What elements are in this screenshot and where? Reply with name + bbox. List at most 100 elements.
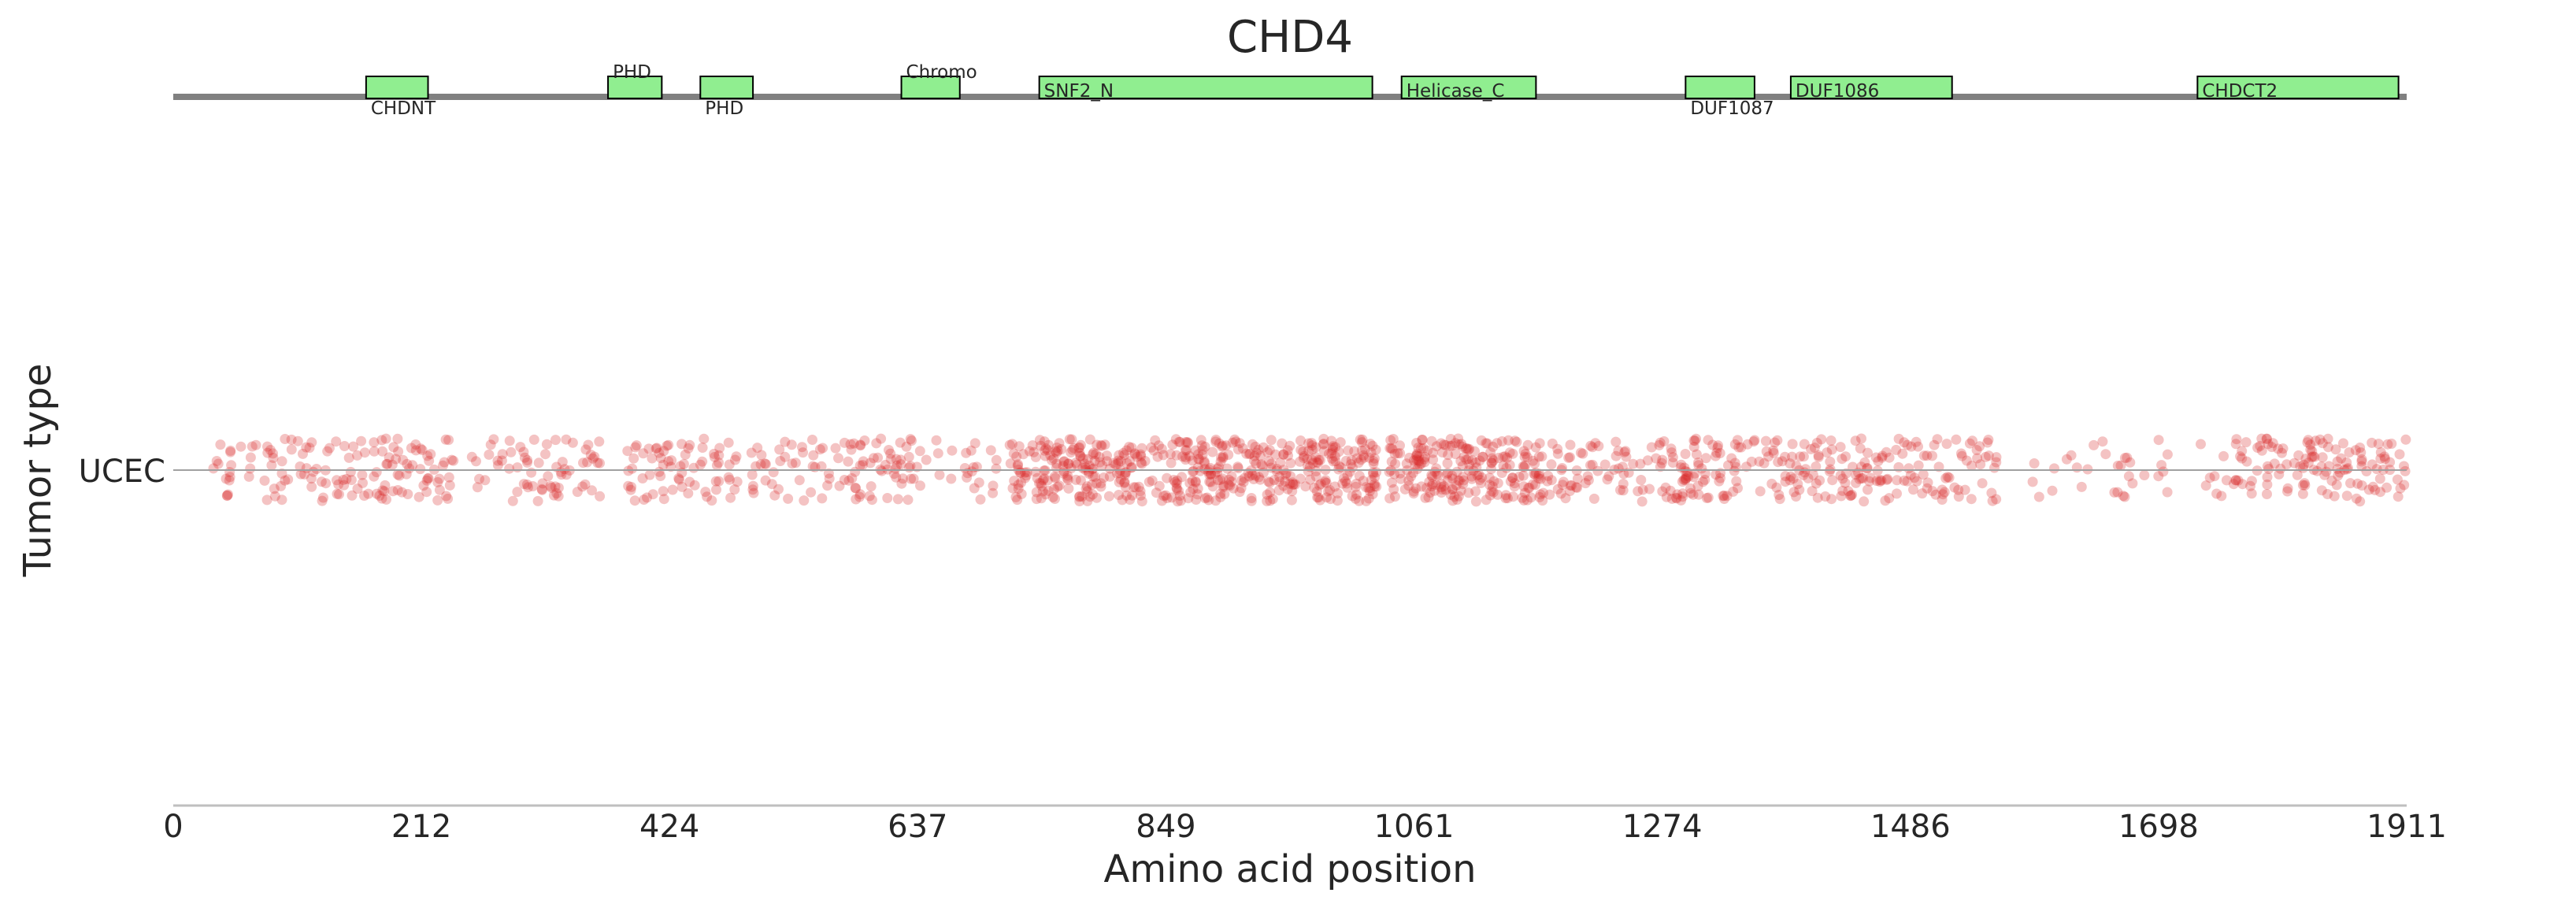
mutation-point xyxy=(2237,479,2248,490)
mutation-point xyxy=(1430,480,1441,490)
mutation-point xyxy=(2356,454,2367,465)
mutation-point xyxy=(1436,487,1447,498)
mutation-point xyxy=(1670,492,1681,503)
mutation-point xyxy=(348,441,359,452)
mutation-point xyxy=(1618,485,1629,496)
mutation-point xyxy=(2303,458,2314,469)
mutation-point xyxy=(2211,488,2222,499)
mutation-point xyxy=(843,456,854,467)
mutation-point xyxy=(1677,491,1688,502)
mutation-point xyxy=(1129,449,1140,460)
mutation-point xyxy=(1368,456,1379,467)
domain-chromo xyxy=(900,76,961,99)
mutation-point xyxy=(676,481,688,492)
mutation-point xyxy=(1944,472,1955,483)
mutation-point xyxy=(1710,450,1721,461)
mutation-point xyxy=(432,476,443,487)
mutation-point xyxy=(2341,457,2352,468)
mutation-point xyxy=(1271,465,1282,476)
mutation-point xyxy=(1050,494,1060,504)
mutation-point xyxy=(1507,448,1518,459)
mutation-point xyxy=(1792,479,1803,490)
mutation-point xyxy=(2322,442,2333,453)
mutation-point xyxy=(1081,481,1092,492)
mutation-point xyxy=(2218,450,2229,461)
mutation-point xyxy=(1510,435,1521,446)
mutation-point xyxy=(301,442,312,453)
mutation-point xyxy=(1165,449,1176,460)
mutation-point xyxy=(1298,453,1309,463)
mutation-point xyxy=(1175,495,1186,506)
mutation-point xyxy=(523,482,533,493)
mutation-point xyxy=(1906,441,1917,452)
mutation-point xyxy=(988,480,999,491)
mutation-point xyxy=(1522,495,1533,506)
mutation-point xyxy=(1711,469,1722,480)
mutation-point xyxy=(1351,478,1362,489)
mutation-point xyxy=(1470,486,1481,497)
mutation-point xyxy=(2273,443,2284,454)
mutation-point xyxy=(1522,452,1533,463)
mutation-point xyxy=(1255,474,1266,485)
mutation-point xyxy=(2100,449,2111,460)
mutation-point xyxy=(1877,450,1888,461)
mutation-point xyxy=(1021,470,1032,481)
mutation-point xyxy=(1736,442,1747,453)
mutation-point xyxy=(2310,435,2321,446)
mutation-point xyxy=(380,433,391,444)
mutation-point xyxy=(1728,486,1739,497)
mutation-point xyxy=(1791,461,1802,472)
mutation-point xyxy=(2355,443,2366,453)
mutation-point xyxy=(1416,481,1427,492)
mutation-point xyxy=(1657,454,1668,465)
mutation-point xyxy=(697,443,708,453)
mutation-point xyxy=(1414,460,1425,470)
mutation-point xyxy=(1074,447,1085,458)
mutation-point xyxy=(1822,447,1833,458)
mutation-point xyxy=(748,487,759,498)
mutation-point xyxy=(1125,495,1136,505)
mutation-point xyxy=(434,473,445,484)
mutation-point xyxy=(1518,481,1529,492)
mutation-point xyxy=(1538,487,1549,498)
mutation-point xyxy=(1365,483,1376,493)
mutation-point xyxy=(678,458,689,469)
mutation-point xyxy=(1136,458,1147,469)
mutation-point xyxy=(537,478,548,489)
mutation-point xyxy=(1219,488,1230,499)
mutation-point xyxy=(245,452,256,463)
mutation-point xyxy=(1303,460,1313,471)
mutation-point xyxy=(347,490,358,501)
mutation-point xyxy=(1229,434,1240,445)
mutation-point xyxy=(2230,475,2241,486)
mutation-point xyxy=(1711,447,1722,458)
mutation-point xyxy=(2392,474,2403,485)
mutation-point xyxy=(991,463,1002,474)
mutation-point xyxy=(1318,433,1329,444)
mutation-point xyxy=(1351,453,1362,464)
mutation-point xyxy=(1972,453,1983,464)
mutation-point xyxy=(215,439,226,450)
mutation-point xyxy=(472,482,483,493)
mutation-point xyxy=(1974,441,1985,452)
mutation-point xyxy=(1188,465,1199,476)
mutation-point xyxy=(1534,438,1545,449)
mutation-point xyxy=(1313,492,1324,503)
mutation-point xyxy=(1582,471,1593,482)
mutation-point xyxy=(725,492,736,503)
mutation-point xyxy=(695,459,706,470)
mutation-point xyxy=(1368,469,1379,480)
mutation-point xyxy=(1547,438,1558,449)
mutation-point xyxy=(1063,458,1074,469)
mutation-point xyxy=(1864,476,1875,487)
mutation-point xyxy=(1345,459,1356,469)
mutation-point xyxy=(276,480,287,491)
mutation-point xyxy=(1552,483,1563,495)
mutation-point xyxy=(1173,436,1184,447)
mutation-point xyxy=(1871,476,1882,487)
mutation-point xyxy=(421,475,432,486)
mutation-point xyxy=(1746,456,1757,467)
mutation-point xyxy=(1442,475,1453,486)
x-tick-label: 1486 xyxy=(1870,809,1951,845)
mutation-point xyxy=(1618,479,1629,489)
